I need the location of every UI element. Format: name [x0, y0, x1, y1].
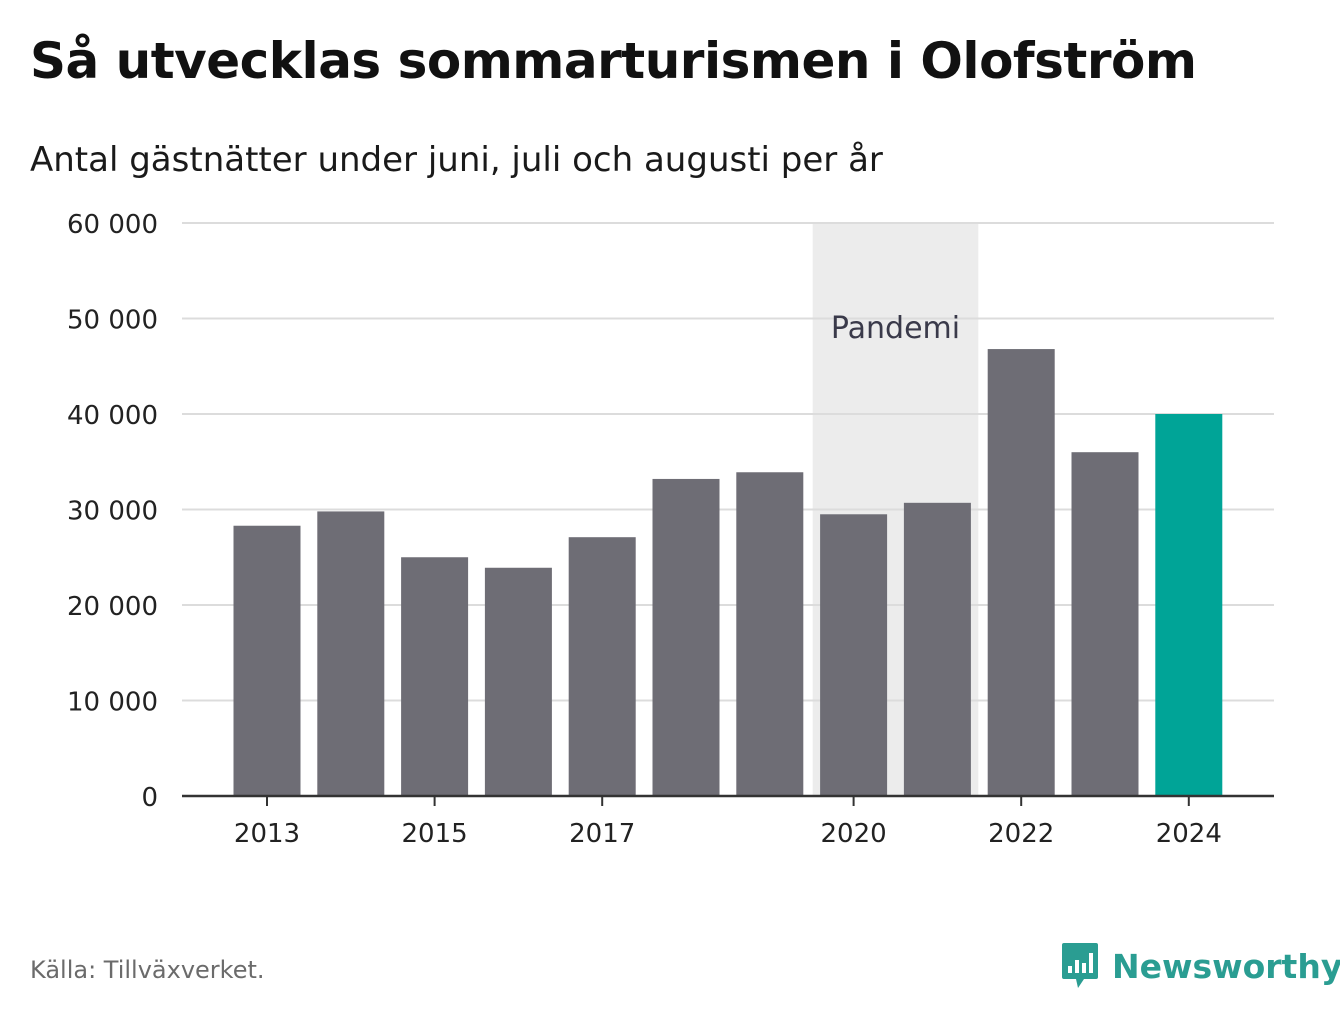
x-tick-label: 2013 — [234, 819, 300, 849]
shaded-region-label: Pandemi — [831, 311, 960, 346]
x-tick-label: 2024 — [1156, 819, 1222, 849]
bar-2020 — [820, 514, 888, 796]
bar-2018 — [652, 478, 720, 796]
bars — [233, 349, 1223, 796]
y-tick-label: 60 000 — [67, 210, 158, 240]
annotations: Pandemi — [831, 311, 960, 346]
x-axis — [182, 794, 1274, 806]
x-tick-label: 2015 — [402, 819, 468, 849]
y-tick-label: 0 — [141, 783, 158, 813]
chart-title: Så utvecklas sommarturismen i Olofström — [30, 32, 1197, 90]
brand-name: Newsworthy — [1112, 946, 1340, 986]
y-tick-label: 20 000 — [67, 592, 158, 622]
source-note: Källa: Tillväxverket. — [30, 956, 265, 984]
bar-2019 — [736, 472, 804, 796]
bar-chart-speech-bubble-icon — [1062, 943, 1098, 988]
bar-2016 — [484, 567, 552, 796]
bar-2023 — [1071, 452, 1139, 796]
bar-2021 — [903, 502, 971, 796]
bar-2024 — [1155, 414, 1223, 796]
bar-2017 — [568, 537, 636, 796]
x-tick-label: 2020 — [821, 819, 887, 849]
bar-chart: 0 10 000 20 000 30 000 40 000 50 000 60 000 20… — [67, 210, 1274, 849]
chart-subtitle: Antal gästnätter under juni, juli och au… — [30, 140, 883, 180]
x-tick-label: 2017 — [569, 819, 635, 849]
brand-logo[interactable]: Newsworthy — [1060, 940, 1340, 992]
y-tick-label: 40 000 — [67, 401, 158, 431]
bar-2022 — [987, 349, 1055, 796]
x-tick-label: 2022 — [988, 819, 1054, 849]
y-tick-label: 50 000 — [67, 306, 158, 336]
bar-2014 — [317, 511, 385, 796]
x-axis-tick-labels: 2013 2015 2017 2020 2022 2024 — [234, 819, 1222, 849]
bar-2013 — [233, 525, 301, 796]
bar-2015 — [401, 557, 469, 796]
y-tick-label: 10 000 — [67, 688, 158, 718]
y-tick-label: 30 000 — [67, 497, 158, 527]
y-axis-tick-labels: 0 10 000 20 000 30 000 40 000 50 000 60 000 — [67, 210, 158, 813]
